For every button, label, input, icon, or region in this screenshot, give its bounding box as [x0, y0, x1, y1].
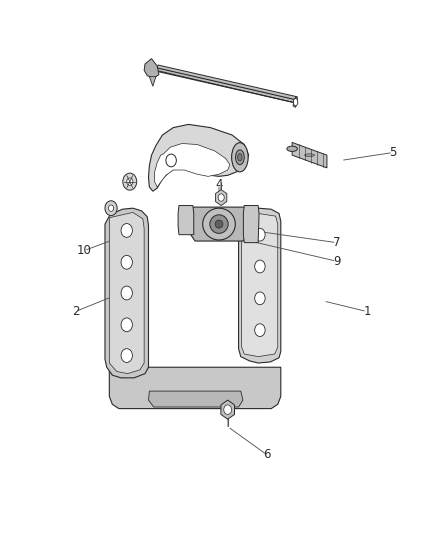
- Text: 1: 1: [363, 305, 371, 318]
- Circle shape: [121, 349, 132, 362]
- Ellipse shape: [236, 150, 244, 165]
- Polygon shape: [105, 208, 148, 378]
- Text: 6: 6: [263, 448, 271, 461]
- Text: 9: 9: [333, 255, 340, 268]
- Circle shape: [166, 154, 177, 167]
- Polygon shape: [148, 391, 243, 407]
- Circle shape: [105, 201, 117, 216]
- Circle shape: [121, 286, 132, 300]
- Polygon shape: [215, 190, 227, 206]
- Polygon shape: [293, 97, 297, 108]
- Polygon shape: [144, 59, 159, 78]
- Polygon shape: [148, 124, 249, 191]
- Text: 7: 7: [333, 236, 340, 249]
- Circle shape: [123, 173, 137, 190]
- Polygon shape: [242, 214, 278, 357]
- Polygon shape: [149, 77, 156, 86]
- Text: 5: 5: [389, 146, 397, 159]
- Polygon shape: [292, 142, 327, 168]
- Circle shape: [254, 324, 265, 336]
- Circle shape: [121, 318, 132, 332]
- Polygon shape: [244, 206, 259, 243]
- Ellipse shape: [203, 208, 235, 240]
- Polygon shape: [155, 143, 230, 187]
- Circle shape: [121, 255, 132, 269]
- Circle shape: [254, 292, 265, 305]
- Polygon shape: [110, 213, 144, 374]
- Polygon shape: [191, 207, 247, 241]
- Circle shape: [224, 405, 232, 415]
- Polygon shape: [156, 65, 297, 103]
- Ellipse shape: [210, 215, 228, 233]
- Ellipse shape: [238, 154, 242, 161]
- Ellipse shape: [215, 220, 223, 228]
- Circle shape: [109, 205, 114, 212]
- Polygon shape: [110, 367, 281, 409]
- Circle shape: [254, 228, 265, 241]
- Circle shape: [254, 260, 265, 273]
- Circle shape: [218, 194, 224, 201]
- Text: 10: 10: [77, 244, 92, 257]
- Ellipse shape: [304, 154, 314, 157]
- Text: 4: 4: [215, 178, 223, 191]
- Ellipse shape: [232, 143, 248, 172]
- Polygon shape: [221, 400, 234, 419]
- Ellipse shape: [287, 146, 297, 151]
- Polygon shape: [239, 208, 281, 363]
- Ellipse shape: [293, 99, 298, 106]
- Text: 2: 2: [72, 305, 79, 318]
- Polygon shape: [178, 206, 194, 235]
- Circle shape: [121, 223, 132, 237]
- Circle shape: [127, 178, 133, 185]
